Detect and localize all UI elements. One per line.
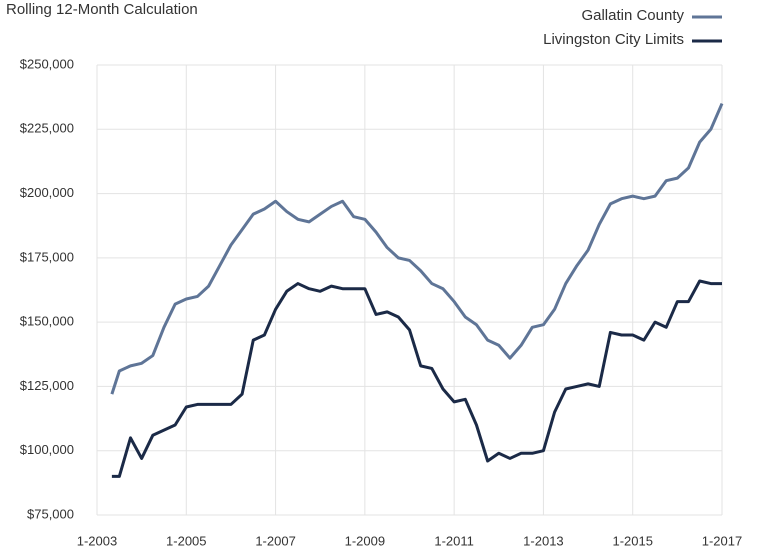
- x-tick-label: 1-2005: [166, 533, 206, 548]
- x-tick-label: 1-2013: [523, 533, 563, 548]
- x-tick-label: 1-2007: [255, 533, 295, 548]
- chart-title: Rolling 12-Month Calculation: [6, 1, 198, 18]
- y-tick-label: $75,000: [27, 506, 74, 521]
- x-tick-label: 1-2011: [434, 533, 474, 548]
- x-tick-label: 1-2009: [345, 533, 385, 548]
- x-tick-label: 1-2017: [702, 533, 742, 548]
- y-tick-label: $150,000: [20, 314, 74, 329]
- y-tick-label: $200,000: [20, 185, 74, 200]
- y-tick-label: $175,000: [20, 249, 74, 264]
- legend-label: Gallatin County: [581, 7, 684, 24]
- series-line: [111, 279, 722, 478]
- x-tick-label: 1-2015: [612, 533, 652, 548]
- y-tick-label: $100,000: [20, 442, 74, 457]
- legend-label: Livingston City Limits: [543, 31, 684, 48]
- x-tick-label: 1-2003: [77, 533, 117, 548]
- y-tick-label: $125,000: [20, 378, 74, 393]
- y-tick-label: $250,000: [20, 56, 74, 71]
- series-line: [110, 102, 724, 395]
- y-tick-label: $225,000: [20, 121, 74, 136]
